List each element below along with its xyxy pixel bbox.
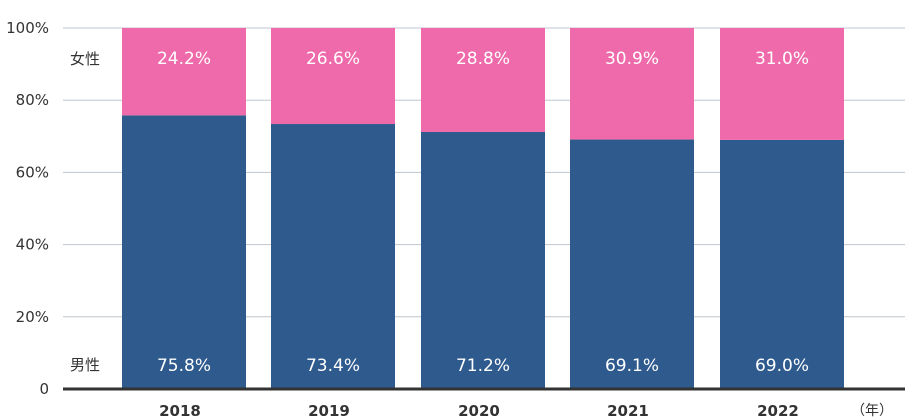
- x-tick-label: 2018: [159, 402, 201, 420]
- y-tick-label: 20%: [16, 308, 49, 326]
- bar-female-2020: [421, 28, 545, 132]
- y-axis-tick-labels: 0 20% 40% 60% 80% 100%: [6, 19, 49, 398]
- x-tick-label: 2019: [308, 402, 350, 420]
- data-label-male-2018: 75.8%: [157, 356, 211, 376]
- y-tick-label: 80%: [16, 91, 49, 109]
- y-tick-label: 60%: [16, 163, 49, 181]
- bar-female-2021: [570, 28, 694, 140]
- x-axis-unit-label: （年）: [851, 403, 893, 419]
- x-tick-label: 2022: [757, 402, 799, 420]
- bar-male-2020: [421, 131, 545, 389]
- bar-female-2019: [271, 28, 395, 125]
- data-labels: 75.8% 24.2% 73.4% 26.6% 71.2% 28.8% 69.1% 30.9%…: [157, 49, 809, 376]
- data-label-male-2020: 71.2%: [456, 356, 510, 376]
- data-label-male-2019: 73.4%: [306, 356, 360, 376]
- data-label-female-2020: 28.8%: [456, 49, 510, 69]
- bar-male-2021: [570, 139, 694, 389]
- data-label-female-2022: 31.0%: [755, 49, 809, 69]
- data-label-female-2021: 30.9%: [605, 49, 659, 69]
- y-tick-label: 40%: [16, 236, 49, 254]
- data-label-female-2018: 24.2%: [157, 49, 211, 69]
- x-tick-label: 2021: [607, 402, 649, 420]
- series-label-male: 男性: [70, 356, 100, 374]
- bar-female-2018: [122, 28, 246, 116]
- bar-female-2022: [720, 28, 844, 140]
- bar-male-2018: [122, 115, 246, 389]
- y-tick-label: 0: [39, 380, 49, 398]
- y-tick-label: 100%: [6, 19, 49, 37]
- x-axis-tick-labels: 2018 2019 2020 2021 2022: [159, 402, 799, 420]
- bars: [122, 28, 844, 389]
- data-label-male-2022: 69.0%: [755, 356, 809, 376]
- bar-male-2019: [271, 124, 395, 389]
- bar-male-2022: [720, 139, 844, 389]
- x-tick-label: 2020: [458, 402, 500, 420]
- series-label-female: 女性: [70, 50, 100, 68]
- data-label-male-2021: 69.1%: [605, 356, 659, 376]
- data-label-female-2019: 26.6%: [306, 49, 360, 69]
